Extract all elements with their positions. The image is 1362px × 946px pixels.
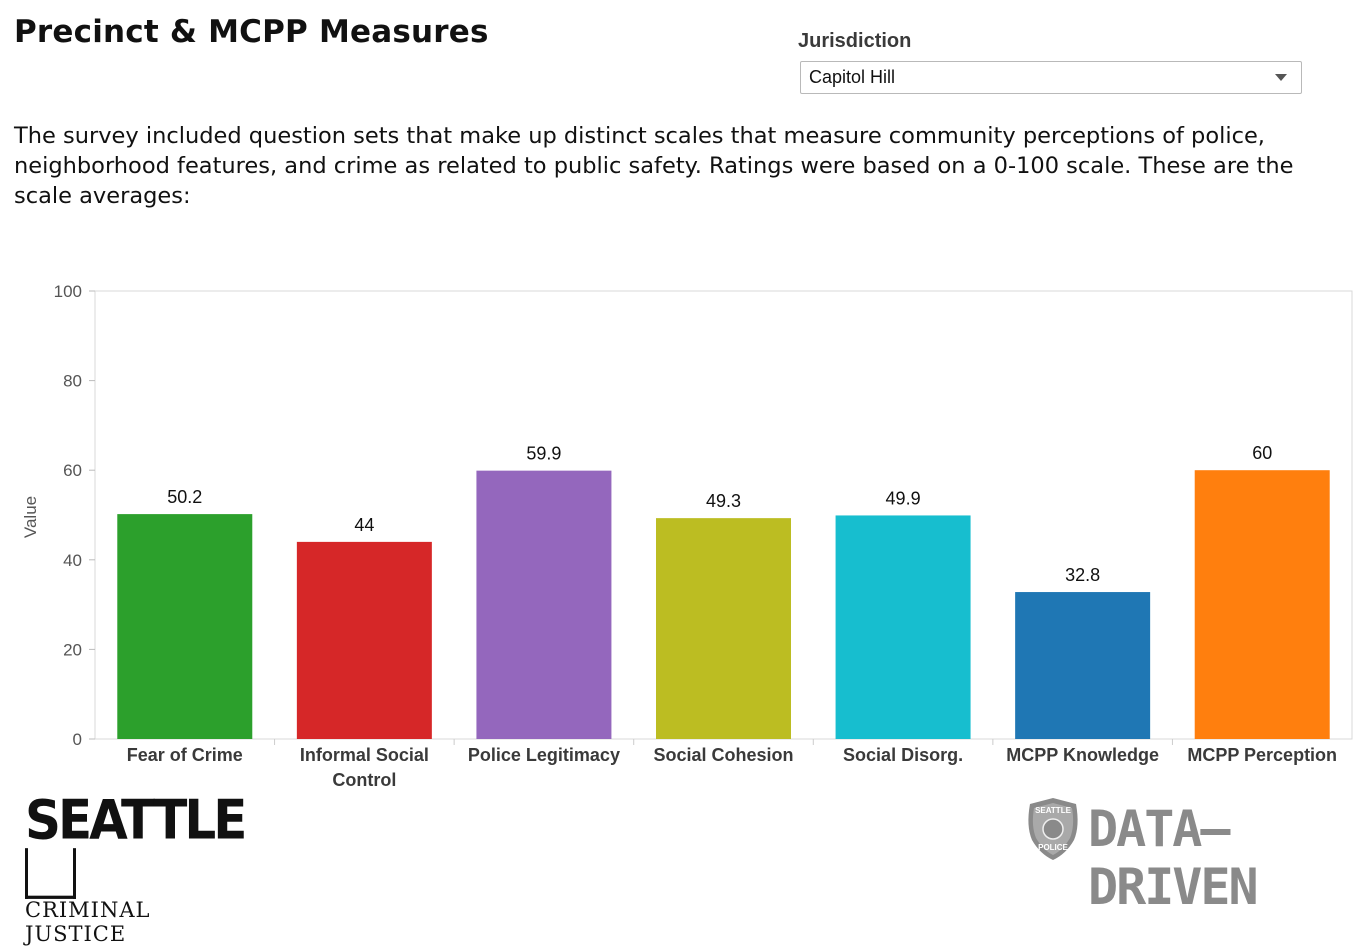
bar-value-label: 59.9 — [526, 444, 561, 464]
badge-top-text: SEATTLE — [1035, 806, 1072, 815]
bars: 50.2 44 59.9 49.3 49.9 32.8 60 — [117, 443, 1330, 739]
data-driven-logo: SEATTLE POLICE DATA–DRIVEN — [1024, 796, 1354, 916]
jurisdiction-dropdown[interactable]: Capitol Hill — [800, 61, 1302, 94]
x-category-label: Fear of Crime — [127, 745, 243, 765]
data-driven-text: DATA–DRIVEN — [1088, 800, 1259, 916]
y-tick-label: 20 — [63, 640, 82, 659]
badge-bottom-text: POLICE — [1038, 843, 1068, 852]
bar-value-label: 49.3 — [706, 491, 741, 511]
x-category-label: MCPP Knowledge — [1006, 745, 1159, 765]
y-tick-label: 80 — [63, 372, 82, 391]
bar[interactable] — [476, 470, 612, 739]
y-tick-label: 60 — [63, 461, 82, 480]
x-category-label: Social Disorg. — [843, 745, 963, 765]
y-tick-label: 40 — [63, 551, 82, 570]
y-tick-label: 100 — [54, 282, 82, 301]
bar[interactable] — [117, 514, 253, 739]
seattle-u-wordmark: SEATTLEU — [25, 792, 255, 904]
x-axis: Fear of Crime Informal Social Control Polic… — [127, 739, 1337, 790]
bar[interactable] — [296, 541, 432, 739]
bar-value-label: 44 — [354, 515, 374, 535]
bar-value-label: 32.8 — [1065, 565, 1100, 585]
x-category-label: Informal Social — [300, 745, 429, 765]
bar[interactable] — [835, 515, 971, 739]
jurisdiction-selected-value: Capitol Hill — [809, 67, 896, 87]
y-axis-title: Value — [21, 496, 40, 538]
intro-text: The survey included question sets that m… — [14, 123, 1294, 209]
x-category-label: MCPP Perception — [1187, 745, 1337, 765]
seattle-u-letter: U — [25, 848, 76, 899]
chevron-down-icon[interactable] — [1275, 74, 1287, 81]
y-tick-label: 0 — [73, 730, 82, 749]
x-category-label: Social Cohesion — [653, 745, 793, 765]
police-badge-icon: SEATTLE POLICE — [1028, 798, 1078, 860]
bar[interactable] — [1015, 592, 1151, 739]
bar-chart: 0 20 40 60 80 100 Value 50.2 44 59.9 49.3 49.9 32.8… — [21, 282, 1353, 790]
seattle-u-subtitle: CRIMINAL JUSTICE — [25, 898, 151, 946]
bar[interactable] — [1194, 470, 1330, 739]
seattle-u-logo: SEATTLEU CRIMINAL JUSTICE — [25, 792, 255, 946]
bar-value-label: 50.2 — [167, 487, 202, 507]
seattle-u-main-text: SEATTLE — [25, 788, 247, 852]
bar-value-label: 60 — [1252, 443, 1272, 463]
x-category-label: Police Legitimacy — [468, 745, 620, 765]
x-category-label: Control — [332, 770, 396, 790]
page-title: Precinct & MCPP Measures — [14, 14, 489, 50]
bar-value-label: 49.9 — [886, 488, 921, 508]
bar[interactable] — [656, 518, 791, 739]
jurisdiction-label: Jurisdiction — [798, 30, 912, 52]
